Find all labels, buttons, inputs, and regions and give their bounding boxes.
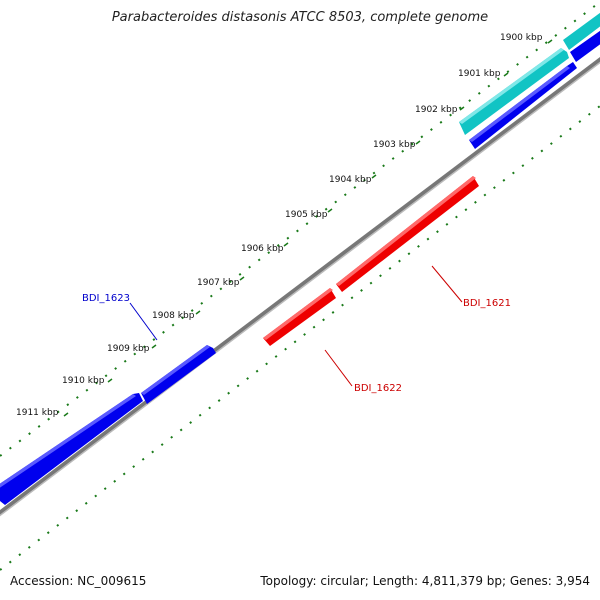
gene-cds-BDI_1622-highlight — [263, 288, 333, 340]
tick-mark — [239, 276, 245, 281]
tick-mark — [415, 140, 421, 145]
outer-dotted-track — [0, 1, 600, 457]
tick-label: 1910 kbp — [62, 376, 105, 386]
scale-ticks — [63, 39, 553, 417]
feature-cyan-1[interactable] — [459, 48, 569, 135]
tick-label: 1905 kbp — [285, 210, 328, 220]
tick-mark — [283, 242, 289, 247]
gene-cds-blue-1-highlight — [0, 394, 136, 488]
leader-line-BDI_1621 — [431, 265, 463, 303]
inner-dotted-track — [0, 105, 600, 571]
gene-cds-blue-4[interactable] — [570, 28, 600, 62]
gene-cds-BDI_1623-highlight — [141, 345, 210, 395]
gene-cds-BDI_1621[interactable] — [336, 176, 479, 292]
gene-cds-blue-3-highlight — [469, 66, 570, 142]
leader-line-BDI_1623 — [129, 302, 158, 341]
gene-cds-blue-1[interactable] — [0, 393, 143, 505]
tick-mark — [151, 344, 157, 349]
gene-cds-BDI_1622[interactable] — [263, 288, 336, 346]
genome-summary-text: Topology: circular; Length: 4,811,379 bp… — [260, 574, 590, 588]
gene-cds-blue-3[interactable] — [469, 62, 577, 149]
tick-label: 1907 kbp — [197, 278, 240, 288]
tick-mark — [327, 208, 333, 213]
tick-label: 1904 kbp — [329, 175, 372, 185]
tick-mark — [107, 378, 113, 383]
tick-mark — [547, 39, 553, 44]
tick-label: 1911 kbp — [16, 408, 59, 418]
tick-label: 1900 kbp — [500, 33, 543, 43]
tick-mark — [371, 174, 377, 179]
gene-label-BDI_1623[interactable]: BDI_1623 — [82, 293, 130, 304]
scale-labels: 1900 kbp 1901 kbp 1902 kbp 1903 kbp 1904… — [16, 33, 543, 418]
gene-cds-BDI_1621-highlight — [336, 176, 476, 286]
genome-backbone-shadow — [0, 61, 600, 517]
accession-text: Accession: NC_009615 — [10, 574, 147, 588]
tick-mark — [195, 310, 201, 315]
gene-label-BDI_1622[interactable]: BDI_1622 — [354, 383, 402, 394]
tick-mark — [459, 106, 465, 111]
tick-mark — [63, 412, 69, 417]
leader-line-BDI_1622 — [324, 349, 353, 387]
tick-label: 1906 kbp — [241, 244, 284, 254]
gene-cds-BDI_1623[interactable] — [141, 345, 216, 404]
tick-label: 1909 kbp — [107, 344, 150, 354]
tick-mark — [503, 72, 509, 77]
genome-backbone — [0, 57, 600, 515]
reverse-cds-track — [263, 176, 479, 346]
tick-label: 1902 kbp — [415, 105, 458, 115]
forward-cds-track — [0, 28, 600, 505]
other-feature-track — [459, 10, 600, 135]
gene-label-BDI_1621[interactable]: BDI_1621 — [463, 298, 511, 309]
tick-label: 1908 kbp — [152, 311, 195, 321]
feature-cyan-1-highlight — [459, 48, 564, 124]
tick-label: 1901 kbp — [458, 69, 501, 79]
map-title: Parabacteroides distasonis ATCC 8503, co… — [111, 10, 489, 25]
tick-label: 1903 kbp — [373, 140, 416, 150]
feature-cyan-2[interactable] — [563, 10, 600, 50]
